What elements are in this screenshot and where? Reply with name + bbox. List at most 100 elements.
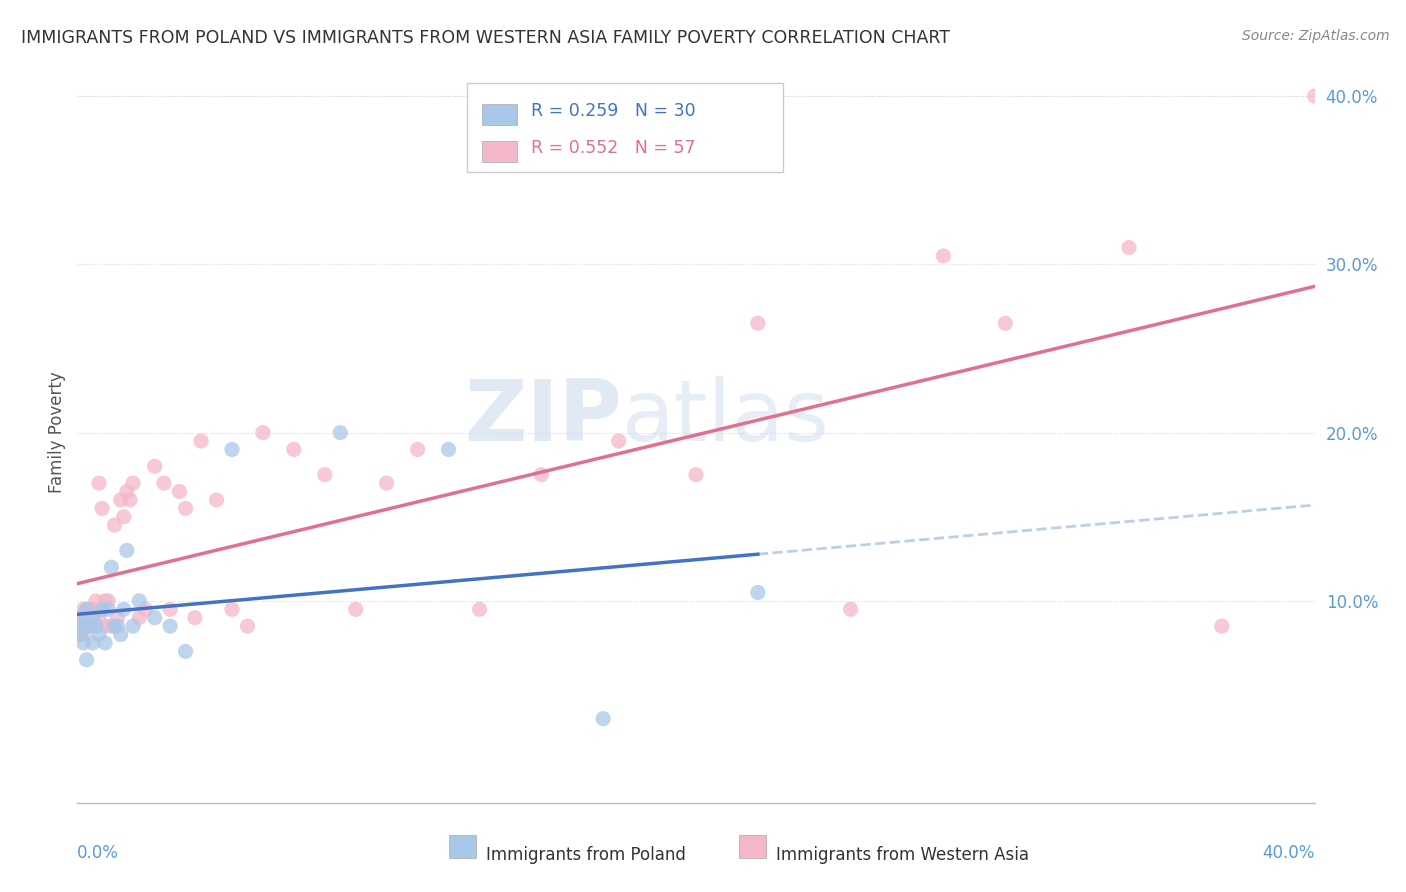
Point [82, 602, 104, 616]
Point [143, 610, 166, 624]
Point [314, 467, 336, 482]
Point [72, 602, 94, 616]
Text: atlas: atlas [621, 376, 830, 459]
Point [76, 619, 98, 633]
Point [100, 560, 122, 574]
Point [1211, 619, 1233, 633]
Point [91, 602, 114, 616]
Point [82, 610, 104, 624]
Point [839, 602, 862, 616]
Point [190, 434, 212, 448]
Point [94, 594, 117, 608]
Bar [482, 103, 516, 125]
Point [69, 610, 91, 624]
Point [932, 249, 955, 263]
Point [84, 619, 107, 633]
Bar [482, 141, 516, 161]
Point [69, 610, 91, 624]
Point [84, 594, 107, 608]
Point [107, 619, 129, 633]
Point [994, 316, 1017, 330]
Point [84, 619, 107, 633]
Point [69, 619, 91, 633]
Point [747, 585, 769, 599]
Point [437, 442, 460, 457]
Point [112, 602, 135, 616]
Point [143, 459, 166, 474]
Point [406, 442, 429, 457]
Point [69, 627, 91, 641]
Point [159, 602, 181, 616]
Point [329, 425, 352, 440]
Text: ZIP: ZIP [464, 376, 621, 459]
Point [1118, 240, 1140, 254]
Point [159, 619, 181, 633]
Point [184, 610, 207, 624]
Point [128, 594, 150, 608]
Point [153, 476, 176, 491]
Point [97, 602, 120, 616]
Point [1303, 89, 1326, 103]
Text: R = 0.259   N = 30: R = 0.259 N = 30 [531, 103, 696, 120]
Point [530, 467, 553, 482]
Point [103, 619, 125, 633]
Point [115, 484, 138, 499]
Point [112, 509, 135, 524]
Point [79, 619, 101, 633]
Text: 0.0%: 0.0% [77, 844, 120, 862]
Point [747, 316, 769, 330]
Point [110, 492, 132, 507]
Point [252, 425, 274, 440]
Point [97, 594, 120, 608]
Point [174, 501, 197, 516]
Text: Immigrants from Western Asia: Immigrants from Western Asia [776, 846, 1029, 863]
Point [236, 619, 259, 633]
Text: Immigrants from Poland: Immigrants from Poland [485, 846, 686, 863]
Point [592, 712, 614, 726]
Point [107, 610, 129, 624]
Point [87, 476, 110, 491]
Point [94, 619, 117, 633]
Point [128, 610, 150, 624]
Point [100, 619, 122, 633]
Point [122, 619, 145, 633]
Point [72, 619, 94, 633]
Point [607, 434, 630, 448]
Point [82, 610, 104, 624]
Point [283, 442, 305, 457]
Point [82, 636, 104, 650]
Point [69, 627, 91, 641]
Text: R = 0.552   N = 57: R = 0.552 N = 57 [531, 139, 696, 157]
Point [468, 602, 491, 616]
Point [118, 492, 141, 507]
Point [122, 476, 145, 491]
Point [169, 484, 191, 499]
Point [79, 602, 101, 616]
Bar [740, 835, 766, 858]
Bar [449, 835, 475, 858]
Point [103, 518, 125, 533]
Point [91, 501, 114, 516]
Point [72, 636, 94, 650]
Point [91, 602, 114, 616]
Text: IMMIGRANTS FROM POLAND VS IMMIGRANTS FROM WESTERN ASIA FAMILY POVERTY CORRELATIO: IMMIGRANTS FROM POLAND VS IMMIGRANTS FRO… [21, 29, 950, 46]
Point [685, 467, 707, 482]
Point [205, 492, 228, 507]
Text: Source: ZipAtlas.com: Source: ZipAtlas.com [1241, 29, 1389, 43]
Point [87, 627, 110, 641]
Point [72, 627, 94, 641]
FancyBboxPatch shape [467, 83, 783, 172]
Point [79, 619, 101, 633]
Point [221, 602, 243, 616]
Point [174, 644, 197, 658]
Y-axis label: Family Poverty: Family Poverty [48, 372, 66, 493]
Point [115, 543, 138, 558]
Point [76, 610, 98, 624]
Point [94, 636, 117, 650]
Point [87, 610, 110, 624]
Point [375, 476, 398, 491]
Point [110, 627, 132, 641]
Point [76, 602, 98, 616]
Text: 40.0%: 40.0% [1263, 844, 1315, 862]
Point [76, 653, 98, 667]
